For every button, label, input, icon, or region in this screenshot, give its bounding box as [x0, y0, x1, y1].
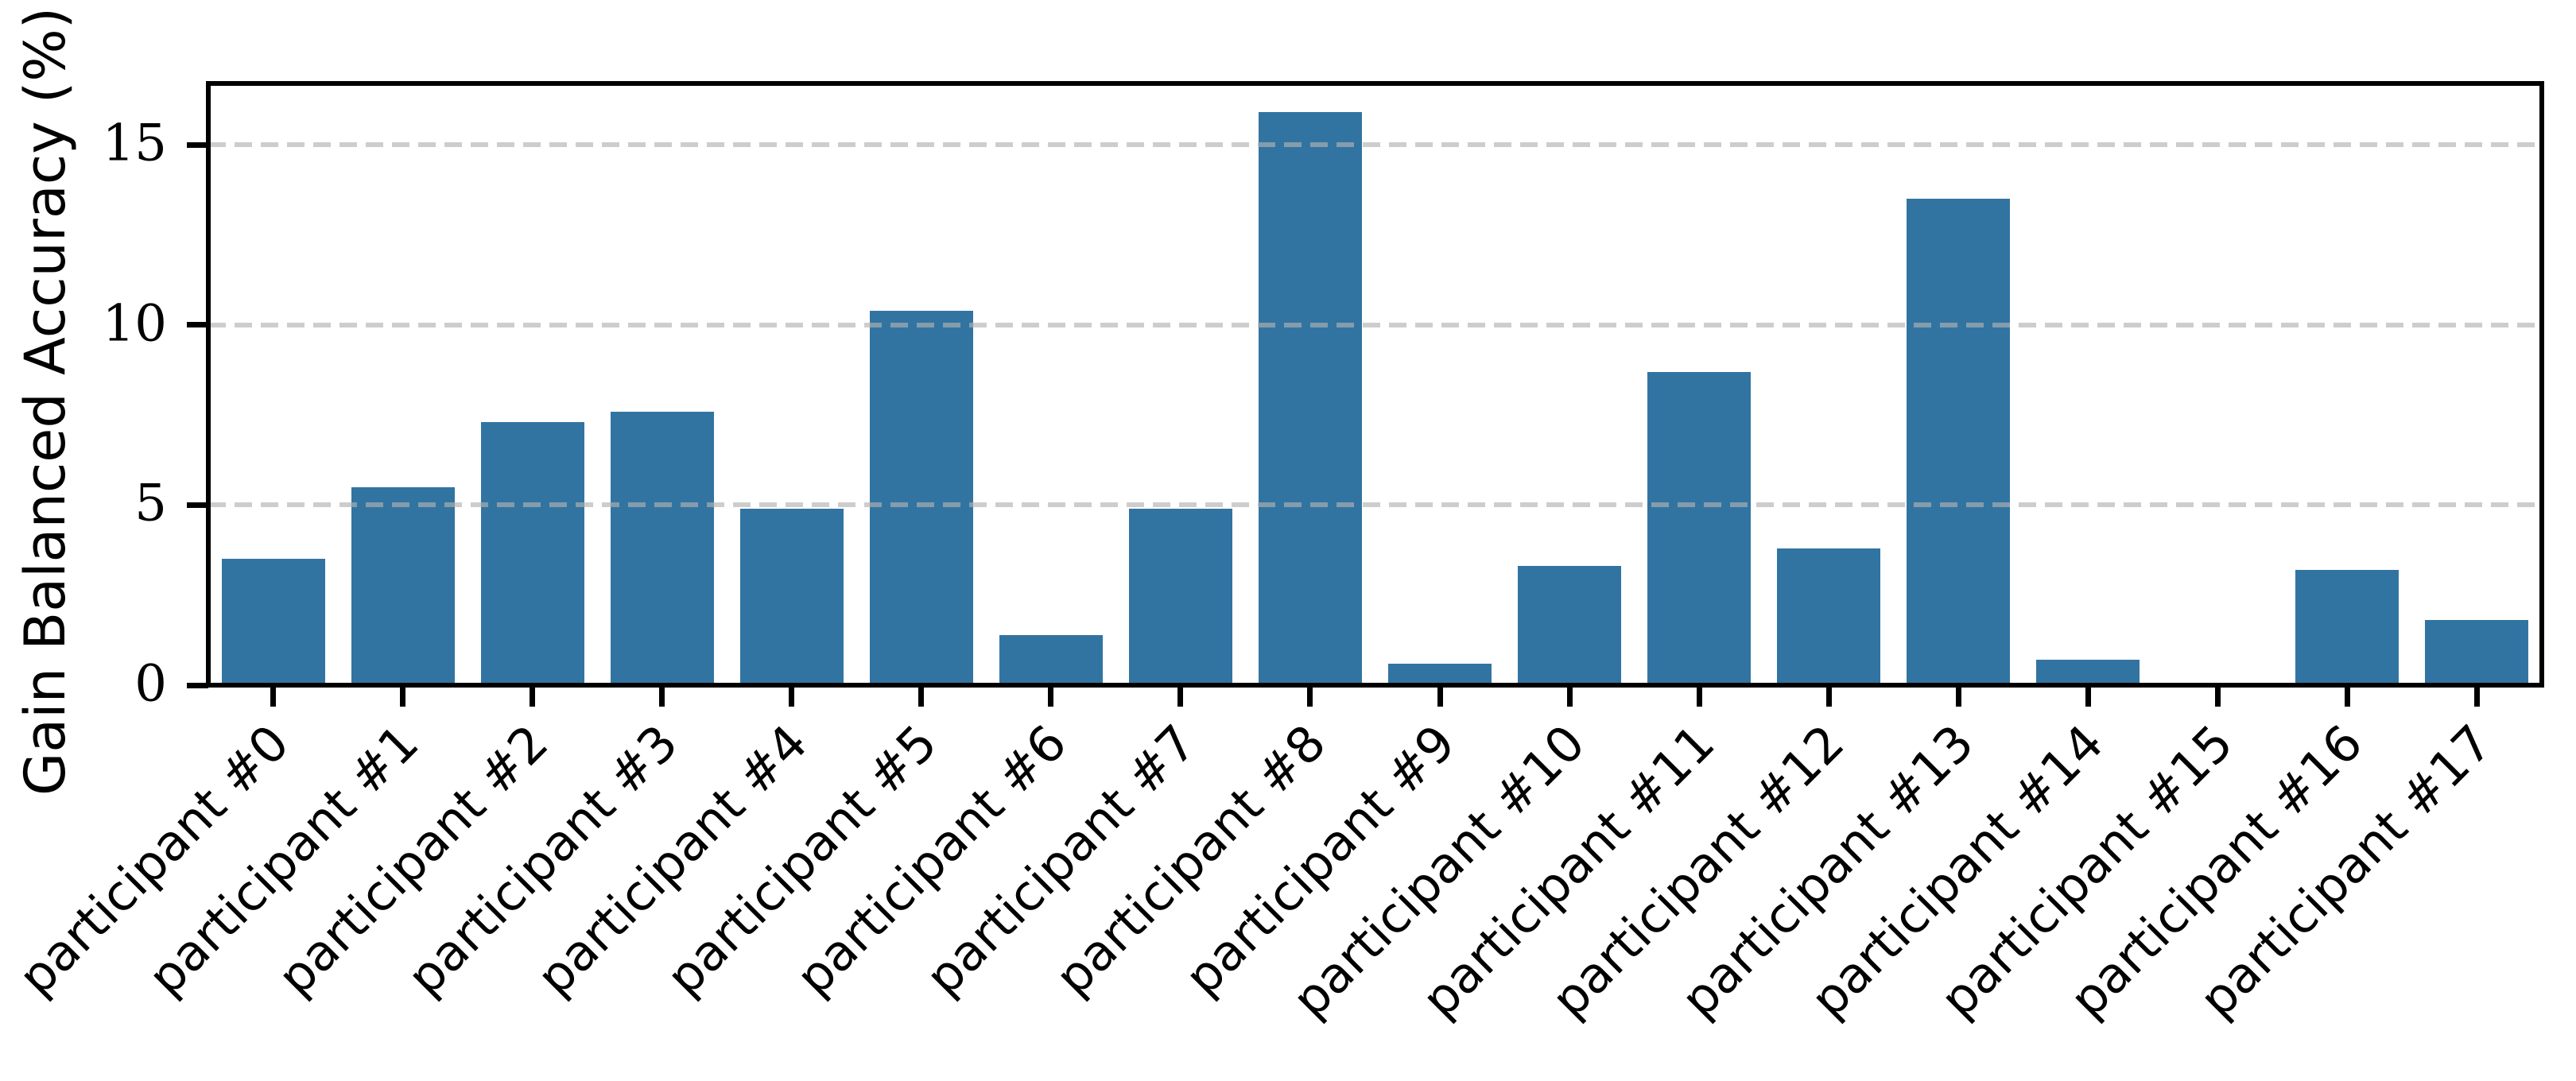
x-tick-mark-11 [1696, 685, 1702, 707]
y-tick-label-10: 10 [102, 294, 167, 354]
gridline-y-15 [208, 142, 2542, 148]
x-tick-mark-13 [1955, 685, 1961, 707]
x-tick-mark-9 [1437, 685, 1443, 707]
x-tick-mark-17 [2473, 685, 2480, 707]
y-tick-label-15: 15 [102, 114, 167, 173]
y-tick-mark-5 [187, 502, 208, 508]
y-tick-mark-0 [187, 682, 208, 688]
bar-1 [351, 486, 455, 685]
plot-area [208, 83, 2542, 685]
x-tick-mark-15 [2214, 685, 2221, 707]
gridline-y-10 [208, 322, 2542, 327]
bar-6 [999, 634, 1103, 685]
x-tick-mark-7 [1177, 685, 1184, 707]
gridline-y-5 [208, 502, 2542, 508]
y-tick-mark-10 [187, 322, 208, 328]
bar-5 [869, 310, 973, 685]
bar-3 [610, 411, 714, 685]
bar-4 [739, 508, 844, 685]
x-tick-mark-4 [789, 685, 795, 707]
x-tick-mark-2 [530, 685, 536, 707]
bar-14 [2036, 660, 2140, 685]
x-tick-mark-14 [2085, 685, 2091, 707]
x-tick-mark-1 [400, 685, 406, 707]
x-tick-mark-10 [1566, 685, 1573, 707]
x-tick-mark-6 [1048, 685, 1054, 707]
x-tick-mark-5 [918, 685, 925, 707]
x-tick-mark-12 [1825, 685, 1832, 707]
y-tick-label-0: 0 [134, 654, 167, 714]
bar-11 [1647, 371, 1752, 685]
bar-10 [1518, 566, 1622, 685]
x-tick-mark-0 [270, 685, 277, 707]
x-tick-mark-8 [1307, 685, 1313, 707]
bar-2 [480, 422, 584, 685]
bar-0 [221, 559, 325, 685]
x-tick-mark-3 [659, 685, 665, 707]
x-tick-mark-16 [2344, 685, 2350, 707]
y-tick-label-5: 5 [134, 475, 167, 534]
bar-7 [1128, 508, 1232, 685]
bar-12 [1777, 548, 1881, 685]
bar-9 [1388, 663, 1492, 685]
bar-17 [2425, 620, 2529, 685]
bar-16 [2295, 569, 2399, 685]
bar-8 [1258, 112, 1362, 685]
bar-13 [1907, 199, 2011, 685]
y-tick-mark-15 [187, 141, 208, 148]
